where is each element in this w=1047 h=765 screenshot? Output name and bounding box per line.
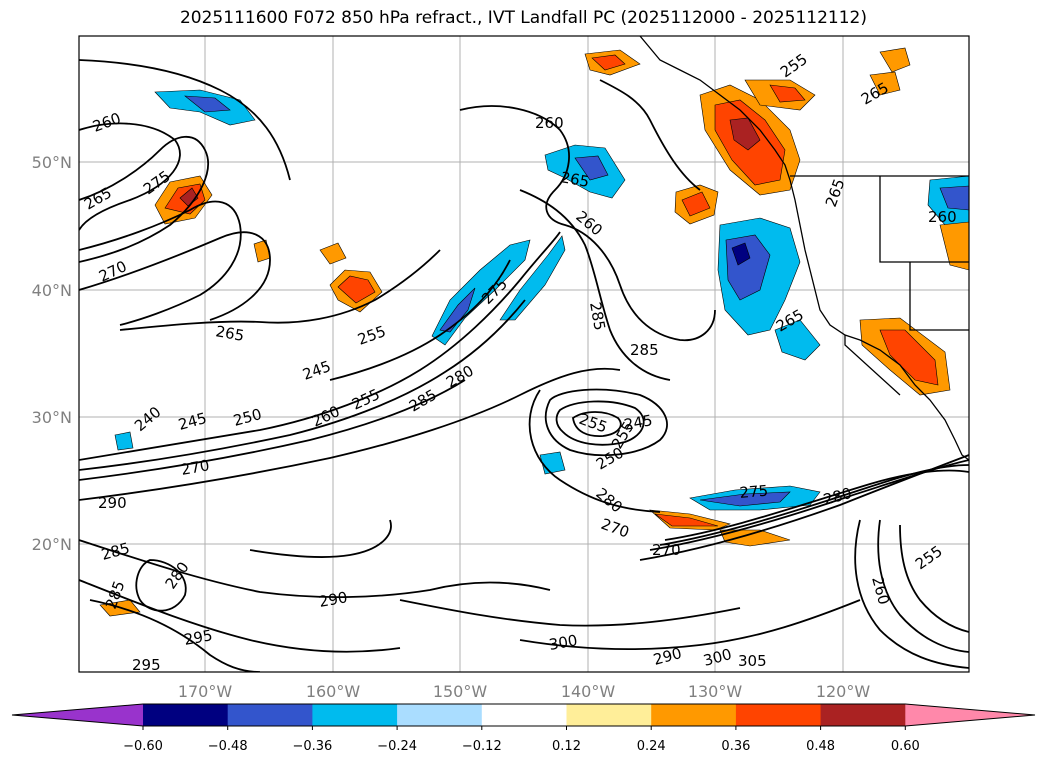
blob-navy: [731, 242, 751, 266]
lat-label: 40°N: [32, 281, 72, 300]
colorbar-labels: −0.60 −0.48 −0.36 −0.24 −0.12 0.12 0.24 0.36 0.4…: [123, 726, 920, 754]
map-frame: [78, 35, 970, 673]
longitude-labels: 170°W 160°W 150°W 140°W 130°W 120°W: [178, 682, 871, 701]
contour-label: 275: [739, 482, 769, 502]
lat-label: 50°N: [32, 153, 72, 172]
lon-label: 120°W: [816, 682, 871, 701]
colorbar-tick-label: −0.48: [208, 739, 248, 754]
colorbar-segment: [143, 704, 229, 726]
blob-blue: [939, 185, 969, 211]
contour-label: 260: [928, 208, 957, 226]
contour-label: 305: [738, 652, 767, 670]
colorbar-segment: [312, 704, 398, 726]
contour-label: 270: [180, 456, 211, 479]
blob-orange: [869, 71, 901, 96]
colorbar-segment: [397, 704, 483, 726]
colorbar-extend-min: [12, 704, 143, 726]
lon-label: 140°W: [561, 682, 616, 701]
colorbar-tick-label: 0.48: [806, 739, 835, 754]
contour-label: 285: [630, 341, 659, 359]
map-panel: 260 265 275 250 270 265 255 245 240 245 …: [79, 36, 969, 674]
blob-blue: [439, 287, 476, 333]
contour-label: 300: [548, 631, 579, 654]
colorbar-tick-label: 0.12: [552, 739, 581, 754]
blob-orange: [319, 242, 347, 265]
colorbar-segment: [481, 704, 567, 726]
blob-red: [879, 329, 939, 386]
blob-orange: [879, 47, 911, 73]
colorbar-segments: [11, 703, 1036, 727]
colorbar-extend-max: [905, 704, 1035, 726]
contour-label: 265: [559, 168, 590, 191]
colorbar-segment: [227, 704, 313, 726]
isolines: [79, 59, 969, 672]
coastlines: [639, 36, 969, 461]
colorbar-segment: [651, 704, 737, 726]
latitude-labels: 50°N 40°N 30°N 20°N: [32, 153, 72, 554]
map-title: 2025111600 F072 850 hPa refract., IVT La…: [179, 8, 867, 28]
colorbar-segment: [566, 704, 652, 726]
blob-blue: [774, 319, 821, 361]
blob-red: [654, 513, 719, 527]
colorbar-tick-label: −0.12: [462, 739, 502, 754]
blob-dred: [729, 117, 761, 151]
colorbar-tick-label: 0.36: [721, 739, 750, 754]
lat-label: 20°N: [32, 535, 72, 554]
contour-label: 295: [183, 626, 214, 649]
blob-blue: [499, 235, 566, 321]
blob-blue: [114, 431, 134, 451]
colorbar-tick-label: 0.24: [637, 739, 666, 754]
contour-label: 245: [623, 411, 654, 434]
colorbar-segment: [820, 704, 906, 726]
blob-blue: [184, 95, 231, 113]
blob-orange: [719, 529, 791, 547]
blob-red: [337, 275, 376, 304]
contour-label: 290: [98, 494, 127, 512]
graticule: [79, 36, 969, 672]
blob-red: [681, 191, 711, 217]
blob-red: [591, 54, 626, 71]
blob-blue: [699, 491, 791, 507]
lon-label: 170°W: [178, 682, 233, 701]
colorbar-segment: [735, 704, 822, 726]
blob-red: [769, 84, 806, 103]
shaded-anomalies: [99, 47, 969, 617]
colorbar-tick-label: −0.36: [292, 739, 332, 754]
lon-label: 150°W: [433, 682, 488, 701]
contour-label: 295: [132, 656, 161, 674]
colorbar-tick-label: 0.60: [891, 739, 920, 754]
colorbar: −0.60 −0.48 −0.36 −0.24 −0.12 0.12 0.24 0.36 0.4…: [11, 703, 1036, 754]
lon-label: 160°W: [306, 682, 361, 701]
colorbar-tick-label: −0.60: [123, 739, 163, 754]
contour-label: 285: [586, 301, 609, 332]
colorbar-tick-label: −0.24: [377, 739, 417, 754]
blob-blue: [574, 155, 609, 181]
contour-label: 260: [535, 114, 564, 132]
contour-label: 265: [214, 322, 245, 345]
lon-label: 130°W: [688, 682, 743, 701]
lat-label: 30°N: [32, 408, 72, 427]
contour-label: 290: [318, 588, 349, 611]
contour-label: 270: [652, 541, 681, 559]
blob-orange: [939, 221, 969, 271]
